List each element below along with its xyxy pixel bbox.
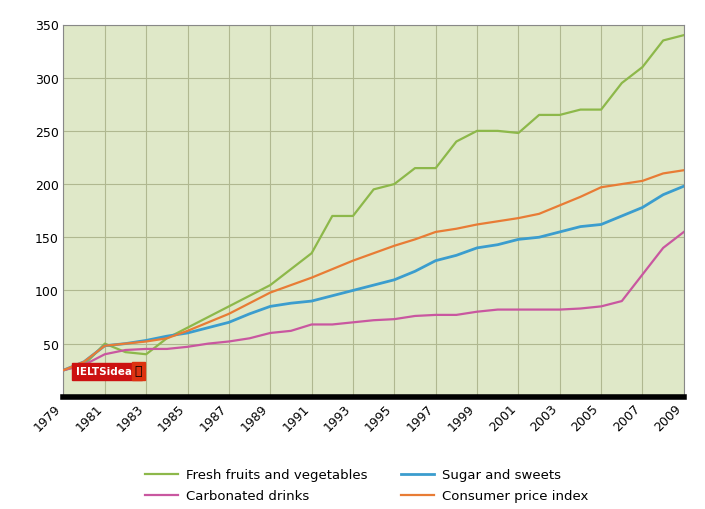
Text: 💡: 💡 xyxy=(135,365,142,378)
Legend: Fresh fruits and vegetables, Carbonated drinks, Sugar and sweets, Consumer price: Fresh fruits and vegetables, Carbonated … xyxy=(145,469,588,502)
Text: IELTSideas: IELTSideas xyxy=(76,367,138,377)
